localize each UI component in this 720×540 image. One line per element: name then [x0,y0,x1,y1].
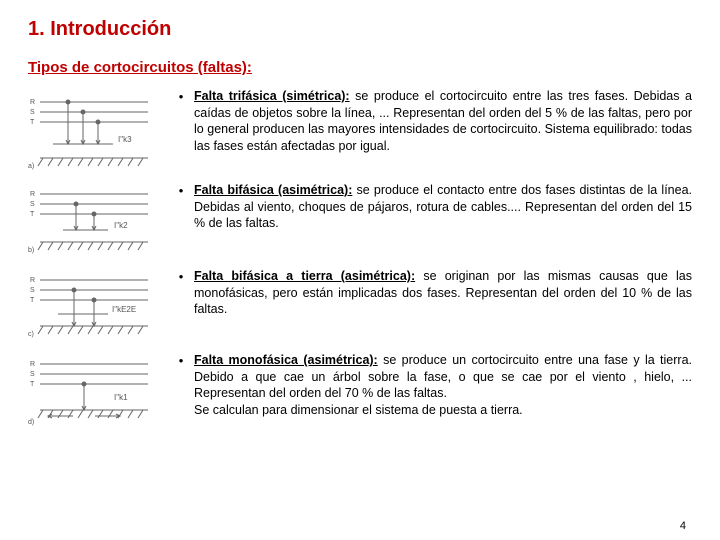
bullet-icon: • [168,352,194,370]
fault-text-monofasica: Falta monofásica (asimétrica): se produc… [194,352,692,418]
svg-text:T: T [30,211,35,218]
fault-row-bifasica-tierra: R S T I"kE2E c) • Falta bifásica a tierr… [28,268,692,340]
fault-row-trifasica: R S T I"k3 a) • Falta trifásica (simétri… [28,88,692,170]
fault-lead: Falta bifásica a tierra (asimétrica): [194,269,415,283]
fault-text-trifasica: Falta trifásica (simétrica): se produce … [194,88,692,154]
svg-text:R: R [30,277,35,284]
label-ik3: I"k3 [118,135,132,144]
fault-lead: Falta monofásica (asimétrica): [194,353,378,367]
fault-row-bifasica: R S T I"k2 b) • Falta bifásica (asimétri… [28,182,692,256]
fault-lead: Falta bifásica (asimétrica): [194,183,352,197]
label-t: T [30,119,35,126]
svg-text:S: S [30,287,35,294]
fault-text-bifasica-tierra: Falta bifásica a tierra (asimétrica): se… [194,268,692,318]
svg-text:T: T [30,297,35,304]
svg-text:S: S [30,371,35,378]
svg-text:T: T [30,381,35,388]
bullet-icon: • [168,268,194,286]
svg-text:S: S [30,201,35,208]
fault-lead: Falta trifásica (simétrica): [194,89,350,103]
label-s: S [30,109,35,116]
fault-row-monofasica: R S T I"k1 d) • Falta monofásica (asimét… [28,352,692,426]
svg-text:R: R [30,361,35,368]
page-number: 4 [680,520,686,532]
diagram-letter-d: d) [28,419,34,426]
svg-text:R: R [30,191,35,198]
fault-text-bifasica: Falta bifásica (asimétrica): se produce … [194,182,692,232]
label-ik2e: I"kE2E [112,305,136,314]
label-r: R [30,99,35,106]
label-ik2: I"k2 [114,221,128,230]
diagram-letter-a: a) [28,163,34,170]
diagram-bifasica: R S T I"k2 b) [28,182,168,256]
diagram-letter-b: b) [28,247,34,254]
bullet-icon: • [168,88,194,106]
bullet-icon: • [168,182,194,200]
section-subtitle: Tipos de cortocircuitos (faltas): [28,59,692,76]
page-title: 1. Introducción [28,18,692,41]
diagram-letter-c: c) [28,331,34,338]
label-ik1: I"k1 [114,393,128,402]
diagram-trifasica: R S T I"k3 a) [28,88,168,170]
diagram-monofasica: R S T I"k1 d) [28,352,168,426]
diagram-bifasica-tierra: R S T I"kE2E c) [28,268,168,340]
